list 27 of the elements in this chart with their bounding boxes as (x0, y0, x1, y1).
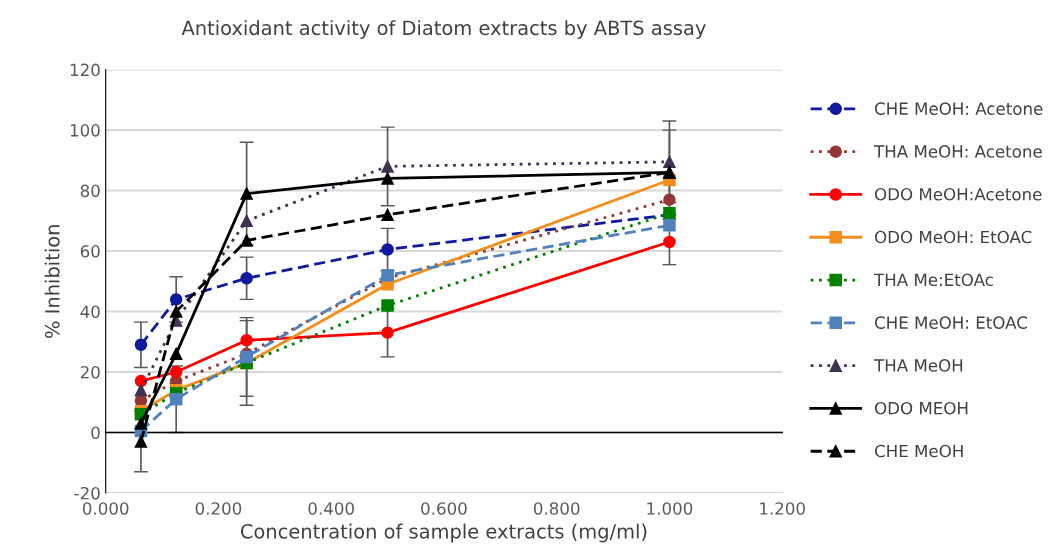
x-tick-label: 0.200 (195, 502, 242, 515)
y-tick-label: 20 (80, 365, 100, 379)
legend-label: ODO MEOH (874, 401, 968, 415)
y-axis-title: % Inhibition (44, 225, 60, 338)
y-tick-label: 120 (70, 63, 100, 77)
x-tick-label: 0.800 (533, 502, 580, 515)
x-tick-label: 0.400 (308, 502, 354, 515)
x-tick-label: 0.000 (82, 502, 129, 515)
legend-label: ODO MeOH:Acetone (874, 187, 1042, 201)
y-tick-label: 60 (80, 245, 100, 258)
y-tick-label: -20 (74, 486, 100, 500)
x-tick-label: 1.200 (760, 502, 805, 515)
x-axis-title: Concentration of sample extracts (mg/ml) (240, 523, 647, 543)
y-tick-label: 0 (91, 426, 100, 440)
legend-label: THA MeOH: Acetone (873, 145, 1042, 158)
legend-label: ODO MeOH: EtOAC (874, 230, 1032, 244)
x-tick-label: 1.000 (647, 502, 693, 515)
chart-title: Antioxidant activity of Diatom extracts by ABTS assay (181, 20, 706, 39)
y-tick-label: 80 (80, 184, 100, 198)
y-tick-label: 40 (80, 305, 100, 319)
legend-label: THA MeOH (873, 359, 963, 372)
legend-label: CHE MeOH: EtOAC (874, 316, 1027, 329)
y-tick-label: 100 (70, 124, 100, 137)
legend-label: CHE MeOH (874, 444, 963, 458)
x-tick-label: 0.600 (421, 502, 467, 515)
legend-label: THA Me:EtOAc (873, 273, 993, 287)
legend-label: CHE MeOH: Acetone (874, 102, 1043, 115)
